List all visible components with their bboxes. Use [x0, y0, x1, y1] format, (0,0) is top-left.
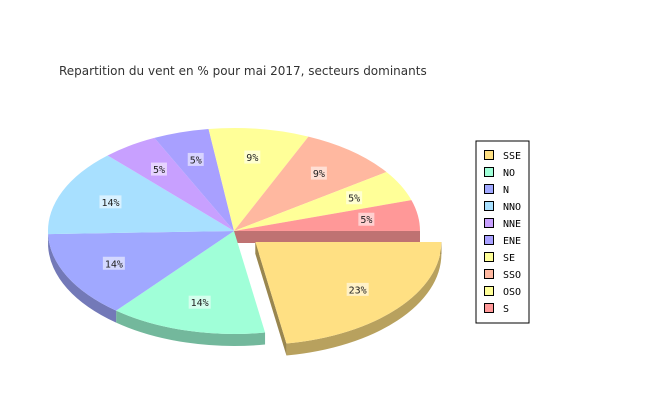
legend-label-ene: ENE [503, 236, 521, 247]
pie-label-oso: 5% [348, 194, 360, 205]
pie-label-bg-n [102, 256, 125, 270]
chart-title: Repartition du vent en % pour mai 2017, … [59, 64, 427, 78]
pie-label-nne: 5% [153, 165, 165, 176]
pie-label-bg-oso [346, 191, 363, 205]
legend-swatch-sso [484, 269, 494, 279]
pie-slice-nno [48, 155, 235, 235]
pie-label-sse: 23% [349, 285, 367, 296]
pie-slice-ene [154, 128, 234, 231]
pie-side-sse [286, 242, 442, 356]
legend-label-s: S [503, 304, 509, 315]
pie-label-bg-s [358, 212, 375, 226]
legend-label-sse: SSE [503, 151, 521, 162]
pie-label-bg-sso [310, 166, 327, 180]
pie-label-n: 14% [105, 259, 123, 270]
pie-label-bg-nno [99, 195, 122, 209]
legend: SSE NO N NNO NNE ENE SE SSO OSO S [475, 140, 530, 324]
pie-label-bg-sse [346, 282, 369, 296]
pie-slice-nne [107, 137, 234, 231]
legend-swatch-se [484, 252, 494, 262]
legend-swatch-nno [484, 201, 494, 211]
legend-swatch-sse [484, 150, 494, 160]
pie-slice-se [208, 128, 309, 231]
legend-swatch-ene [484, 235, 494, 245]
legend-swatch-nne [484, 218, 494, 228]
pie-slices [48, 128, 442, 344]
pie-label-ene: 5% [190, 155, 202, 166]
pie-label-nno: 14% [101, 198, 119, 209]
pie-slice-n [48, 231, 234, 311]
pie-label-bg-nne [150, 162, 167, 176]
pie-side-n [48, 234, 117, 323]
pie-slice-no [116, 231, 266, 334]
legend-swatch-n [484, 184, 494, 194]
pie-side-no [116, 310, 266, 346]
legend-label-n: N [503, 185, 509, 196]
pie-label-sso: 9% [313, 169, 325, 180]
pie-cut-face-1 [255, 242, 287, 356]
legend-swatch-s [484, 303, 494, 313]
pie-label-s: 5% [360, 215, 372, 226]
pie-label-se: 9% [246, 153, 258, 164]
pie-labels: 23%14%14%14%5%5% 9%9%5%5% [99, 150, 375, 309]
pie-label-bg-se [244, 150, 261, 164]
legend-label-se: SE [503, 253, 515, 264]
pie-body-cut-face [234, 231, 420, 243]
legend-label-oso: OSO [503, 287, 521, 298]
pie-label-bg-no [188, 295, 211, 309]
pie-label-no: 14% [191, 298, 209, 309]
legend-label-no: NO [503, 168, 515, 179]
pie-slice-sso [234, 136, 387, 231]
legend-swatch-no [484, 167, 494, 177]
legend-label-sso: SSO [503, 270, 521, 281]
legend-label-nne: NNE [503, 219, 521, 230]
legend-swatch-oso [484, 286, 494, 296]
pie-label-bg-ene [187, 152, 204, 166]
legend-label-nno: NNO [503, 202, 521, 213]
pie-slice-oso [234, 171, 412, 231]
